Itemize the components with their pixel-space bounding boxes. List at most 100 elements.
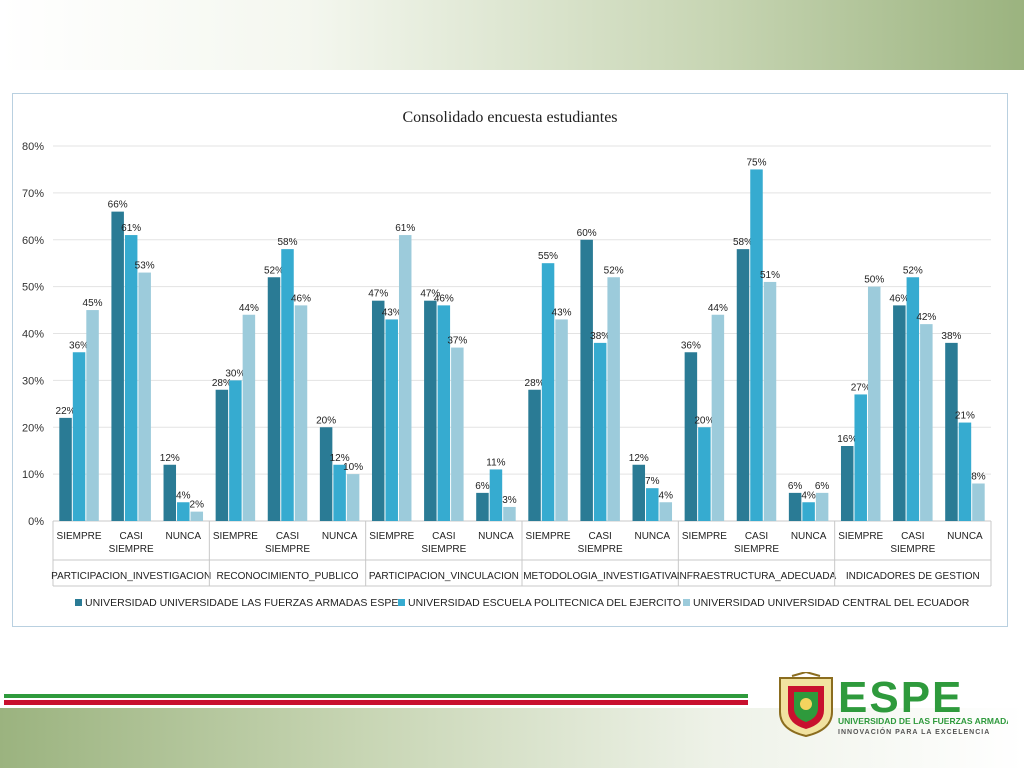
logo-wordmark: ESPE <box>838 673 963 722</box>
data-label: 12% <box>629 453 649 464</box>
bar <box>138 272 151 521</box>
bar <box>451 347 464 521</box>
university-seal-icon <box>779 670 833 738</box>
data-label: 20% <box>316 415 336 426</box>
bar <box>607 277 620 521</box>
bar <box>788 492 802 521</box>
data-label: 10% <box>343 462 363 473</box>
category-label: SIEMPRE <box>526 531 571 542</box>
bar <box>736 249 750 521</box>
data-label: 66% <box>108 200 128 211</box>
data-label: 44% <box>239 303 259 314</box>
data-label: 36% <box>69 340 89 351</box>
y-tick-label: 20% <box>22 422 44 434</box>
bar <box>659 502 673 521</box>
bar <box>893 305 906 521</box>
data-label: 47% <box>368 289 388 300</box>
bar <box>541 263 555 521</box>
bar <box>319 427 333 521</box>
data-label: 55% <box>538 251 558 262</box>
bar <box>294 305 308 521</box>
legend-entry: UNIVERSIDAD UNIVERSIDADE LAS FUERZAS ARM… <box>85 597 398 609</box>
bar <box>281 249 294 521</box>
bar <box>177 502 190 521</box>
data-label: 36% <box>681 340 701 351</box>
bar <box>646 488 659 521</box>
bar <box>333 464 346 521</box>
y-tick-label: 30% <box>22 375 44 387</box>
bar <box>698 427 711 521</box>
data-label: 43% <box>552 307 572 318</box>
bar <box>424 300 437 521</box>
data-label: 12% <box>160 453 180 464</box>
bar <box>385 319 398 521</box>
bar <box>398 235 412 521</box>
data-label: 7% <box>645 476 660 487</box>
header-gradient-band <box>0 0 1024 70</box>
bar <box>840 446 854 521</box>
category-label: SIEMPRE <box>682 531 727 542</box>
bar <box>945 342 958 521</box>
chart-frame: Consolidado encuesta estudiantes 0% 10% 20… <box>12 93 1008 627</box>
footer-stripe-white <box>4 698 748 700</box>
bar <box>163 464 177 521</box>
group-label: PARTICIPACION_INVESTIGACION <box>51 571 211 582</box>
bar <box>476 492 489 521</box>
data-label: 60% <box>577 228 597 239</box>
group-label: PARTICIPACION_VINCULACION <box>369 571 519 582</box>
bar <box>242 314 256 521</box>
legend-swatch <box>398 599 405 606</box>
logo-tagline: INNOVACIÓN PARA LA EXCELENCIA <box>838 727 990 736</box>
data-label: 22% <box>56 406 76 417</box>
bar <box>750 169 763 521</box>
group-label: METODOLOGIA_INVESTIGATIVA <box>523 571 677 582</box>
data-label: 51% <box>760 270 780 281</box>
y-tick-label: 0% <box>28 516 44 528</box>
data-label: 42% <box>916 312 936 323</box>
data-label: 46% <box>434 293 454 304</box>
data-label: 6% <box>815 481 830 492</box>
data-label: 52% <box>903 265 923 276</box>
category-label: NUNCA <box>478 531 514 542</box>
data-label: 75% <box>746 157 766 168</box>
bar <box>528 389 541 521</box>
data-label: 52% <box>264 265 284 276</box>
bar <box>632 464 646 521</box>
y-tick-label: 50% <box>22 282 44 294</box>
group-label: INFRAESTRUCTURA_ADECUADA <box>677 571 837 582</box>
y-tick-label: 70% <box>22 188 44 200</box>
legend-entry: UNIVERSIDAD ESCUELA POLITECNICA DEL EJER… <box>408 597 681 609</box>
data-label: 3% <box>502 495 517 506</box>
bar <box>111 211 124 521</box>
bar <box>190 511 204 521</box>
data-label: 6% <box>475 481 490 492</box>
data-label: 16% <box>837 434 857 445</box>
bar <box>802 502 815 521</box>
bar <box>763 281 777 521</box>
data-label: 2% <box>190 500 205 511</box>
y-tick-label: 40% <box>22 329 44 341</box>
data-label: 21% <box>955 411 975 422</box>
category-label: NUNCA <box>791 531 827 542</box>
bar <box>86 310 99 521</box>
data-label: 50% <box>864 275 884 286</box>
bar <box>489 469 503 521</box>
bar <box>854 394 867 521</box>
legend-swatch <box>683 599 690 606</box>
category-label: SIEMPRE <box>369 531 414 542</box>
chart-title: Consolidado encuesta estudiantes <box>402 109 617 126</box>
data-label: 4% <box>176 490 191 501</box>
data-label: 8% <box>971 472 986 483</box>
group-label: INDICADORES DE GESTION <box>846 571 980 582</box>
data-label: 58% <box>733 237 753 248</box>
y-tick-label: 10% <box>22 469 44 481</box>
footer-stripe-red <box>4 700 748 705</box>
bar <box>958 422 972 521</box>
bar <box>215 389 229 521</box>
data-label: 61% <box>121 223 141 234</box>
data-label: 11% <box>486 457 505 468</box>
data-label: 27% <box>851 382 871 393</box>
data-label: 38% <box>590 331 610 342</box>
espe-logo: ESPE UNIVERSIDAD DE LAS FUERZAS ARMADAS … <box>776 670 1018 738</box>
footer-stripe-green <box>4 694 748 698</box>
